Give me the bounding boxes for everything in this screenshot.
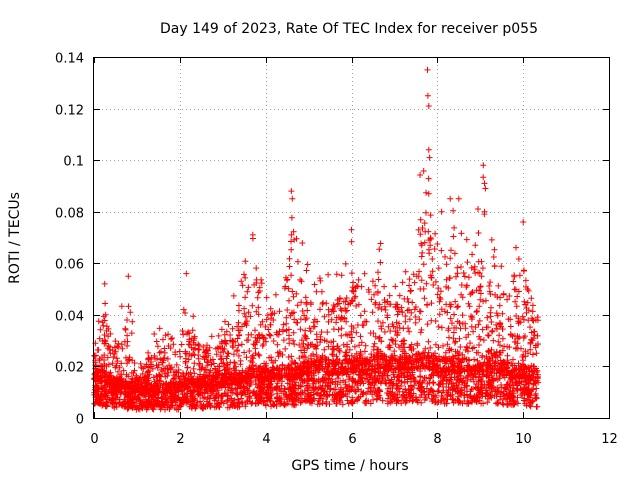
axis-ticks: 0 0.02 0.04 0.06 0.08 0.1 0.12 0.14 0 2 4 6 8 10 12 xyxy=(55,52,618,448)
y-tick-label: 0.04 xyxy=(55,310,84,325)
x-tick-label: 12 xyxy=(601,432,618,447)
y-tick-label: 0.08 xyxy=(55,207,84,222)
y-tick-label: 0.06 xyxy=(55,258,84,273)
x-tick-label: 10 xyxy=(515,432,532,447)
y-tick-label: 0.1 xyxy=(63,155,84,170)
plot-frame xyxy=(93,57,610,419)
x-tick-label: 6 xyxy=(348,432,356,447)
x-tick-label: 4 xyxy=(262,432,270,447)
x-tick-label: 2 xyxy=(176,432,184,447)
y-tick-label: 0.02 xyxy=(55,361,84,376)
chart-title: Day 149 of 2023, Rate Of TEC Index for r… xyxy=(160,21,538,37)
x-tick-label: 0 xyxy=(90,432,98,447)
y-axis-label: ROTI / TECUs xyxy=(7,192,23,284)
x-tick-label: 8 xyxy=(433,432,441,447)
scatter-series-p055 xyxy=(91,66,542,413)
y-tick-label: 0.14 xyxy=(55,52,84,67)
y-tick-label: 0.12 xyxy=(55,104,84,119)
x-axis-label: GPS time / hours xyxy=(291,458,408,474)
scatter-markers xyxy=(91,66,542,413)
y-tick-label: 0 xyxy=(76,413,84,428)
